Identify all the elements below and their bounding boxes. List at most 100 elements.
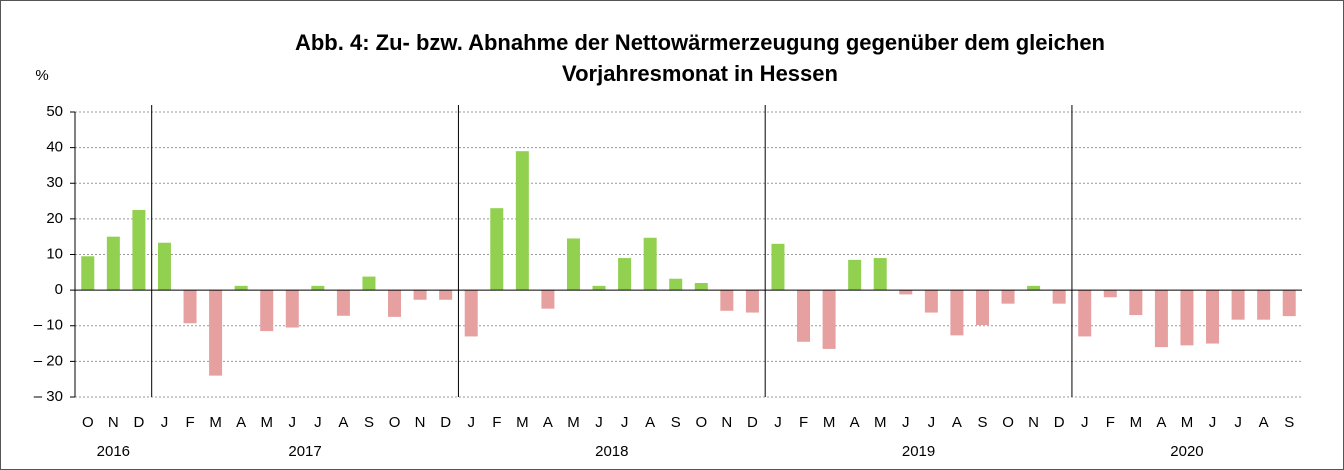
bar <box>771 243 785 291</box>
x-tick-label: A <box>645 414 655 431</box>
x-tick-label: F <box>492 414 501 431</box>
x-tick-label: S <box>977 414 987 431</box>
year-label: 2019 <box>902 443 935 460</box>
bar <box>439 290 453 300</box>
x-tick-label: J <box>928 414 936 431</box>
y-tick-label: – 30 <box>34 388 63 405</box>
y-tick-label: – 10 <box>34 317 63 334</box>
x-tick-label: F <box>1106 414 1115 431</box>
x-tick-label: A <box>850 414 860 431</box>
bar <box>336 290 350 316</box>
bar <box>643 237 657 291</box>
y-tick-label: – 20 <box>34 352 63 369</box>
x-tick-label: A <box>236 414 246 431</box>
bar <box>1078 290 1092 337</box>
bar <box>388 290 402 317</box>
bar <box>81 256 95 291</box>
x-tick-label: J <box>595 414 603 431</box>
bar <box>209 290 223 376</box>
x-tick-label: M <box>516 414 529 431</box>
bar <box>362 276 376 291</box>
x-tick-label: O <box>82 414 94 431</box>
y-axis-label: % <box>35 67 48 84</box>
bar <box>260 290 274 332</box>
x-tick-label: J <box>1081 414 1089 431</box>
bar <box>157 242 171 291</box>
bar <box>694 283 708 291</box>
bar <box>745 290 759 313</box>
x-tick-label: S <box>1284 414 1294 431</box>
x-tick-label: J <box>289 414 297 431</box>
x-tick-label: A <box>338 414 348 431</box>
bar <box>541 290 555 309</box>
bar <box>566 238 580 291</box>
x-tick-label: A <box>1156 414 1166 431</box>
x-tick-label: D <box>133 414 144 431</box>
bar <box>1154 290 1168 348</box>
x-tick-label: D <box>440 414 451 431</box>
bar <box>490 208 504 291</box>
y-tick-label: 20 <box>46 210 63 227</box>
chart-title: Vorjahresmonat in Hessen <box>562 61 838 86</box>
x-tick-label: N <box>1028 414 1039 431</box>
x-tick-label: D <box>747 414 758 431</box>
y-tick-label: 10 <box>46 245 63 262</box>
bar <box>592 285 606 291</box>
year-label: 2018 <box>595 443 628 460</box>
x-tick-label: S <box>364 414 374 431</box>
bar <box>1257 290 1271 320</box>
x-tick-label: M <box>823 414 836 431</box>
x-tick-label: J <box>902 414 910 431</box>
x-tick-label: O <box>695 414 707 431</box>
bar <box>797 290 811 342</box>
year-label: 2017 <box>288 443 321 460</box>
bar <box>311 285 325 291</box>
bar <box>1282 290 1296 317</box>
bar <box>1103 290 1117 298</box>
x-tick-label: M <box>209 414 222 431</box>
x-tick-label: J <box>467 414 475 431</box>
x-tick-label: M <box>260 414 273 431</box>
bar <box>720 290 734 311</box>
bar <box>1180 290 1194 346</box>
bar <box>1206 290 1220 344</box>
year-label: 2020 <box>1170 443 1203 460</box>
x-tick-label: J <box>621 414 629 431</box>
x-tick-label: A <box>1259 414 1269 431</box>
x-tick-label: M <box>1130 414 1143 431</box>
bar <box>132 209 146 291</box>
bar <box>899 290 913 295</box>
bar <box>183 290 197 324</box>
x-tick-label: J <box>314 414 322 431</box>
y-tick-label: 40 <box>46 139 63 156</box>
year-label: 2016 <box>97 443 130 460</box>
bar <box>822 290 836 349</box>
bar <box>515 151 529 291</box>
bar <box>1231 290 1245 320</box>
chart-title: Abb. 4: Zu- bzw. Abnahme der Nettowärmer… <box>295 30 1105 55</box>
bar <box>1001 290 1015 304</box>
bar <box>1027 285 1041 291</box>
bar <box>464 290 478 337</box>
x-tick-label: J <box>1209 414 1217 431</box>
bar <box>924 290 938 313</box>
bar <box>413 290 427 300</box>
bar <box>1129 290 1143 316</box>
x-tick-label: O <box>1002 414 1014 431</box>
y-tick-label: 0 <box>55 281 63 298</box>
x-tick-label: N <box>108 414 119 431</box>
bar <box>873 258 887 291</box>
x-tick-label: M <box>567 414 580 431</box>
y-tick-label: 50 <box>46 103 63 120</box>
x-tick-label: J <box>1234 414 1242 431</box>
bar <box>285 290 299 328</box>
x-tick-label: J <box>774 414 782 431</box>
x-tick-label: N <box>721 414 732 431</box>
x-tick-label: J <box>161 414 169 431</box>
bar <box>950 290 964 336</box>
bar <box>234 285 248 291</box>
x-tick-label: M <box>874 414 887 431</box>
x-tick-label: O <box>389 414 401 431</box>
